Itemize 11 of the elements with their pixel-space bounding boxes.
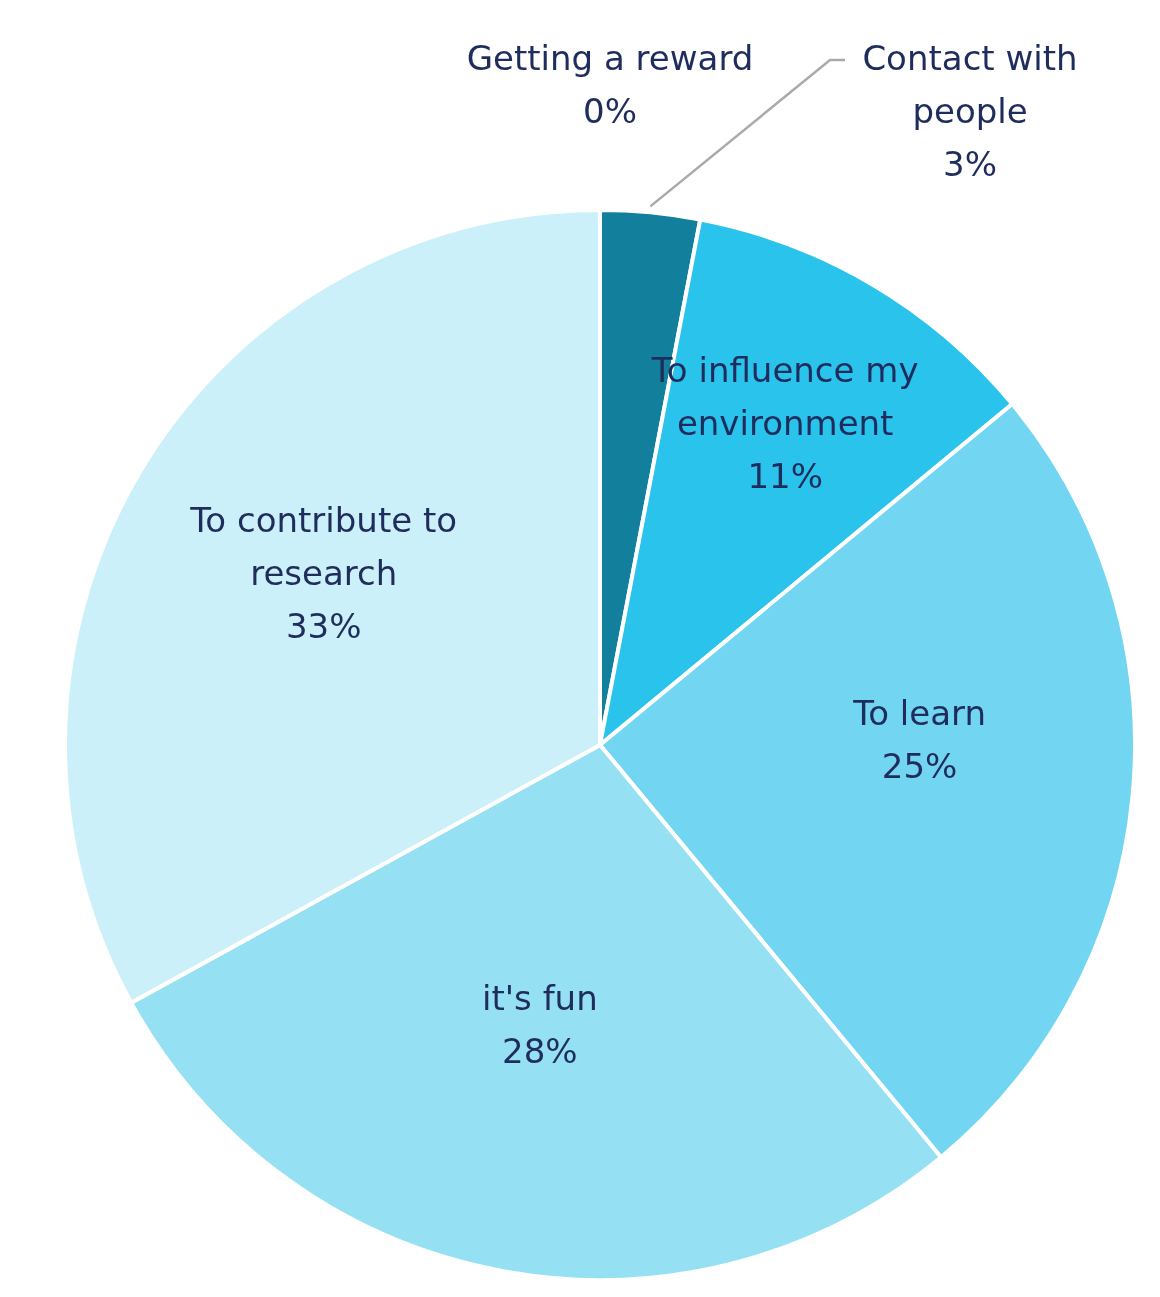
category-label: Getting a reward — [466, 38, 754, 78]
data-label: 25% — [881, 746, 958, 787]
data-label: 11% — [747, 455, 823, 496]
slice-label: To contribute to research — [189, 499, 458, 593]
slice-label: it's fun — [481, 978, 598, 1019]
data-label: 3% — [943, 144, 997, 184]
slice-label: Contact with people — [862, 38, 1078, 131]
data-label: 33% — [285, 605, 362, 646]
text: 0% — [583, 91, 637, 131]
data-label: 28% — [502, 1031, 578, 1072]
slice-label: To learn — [852, 693, 986, 734]
